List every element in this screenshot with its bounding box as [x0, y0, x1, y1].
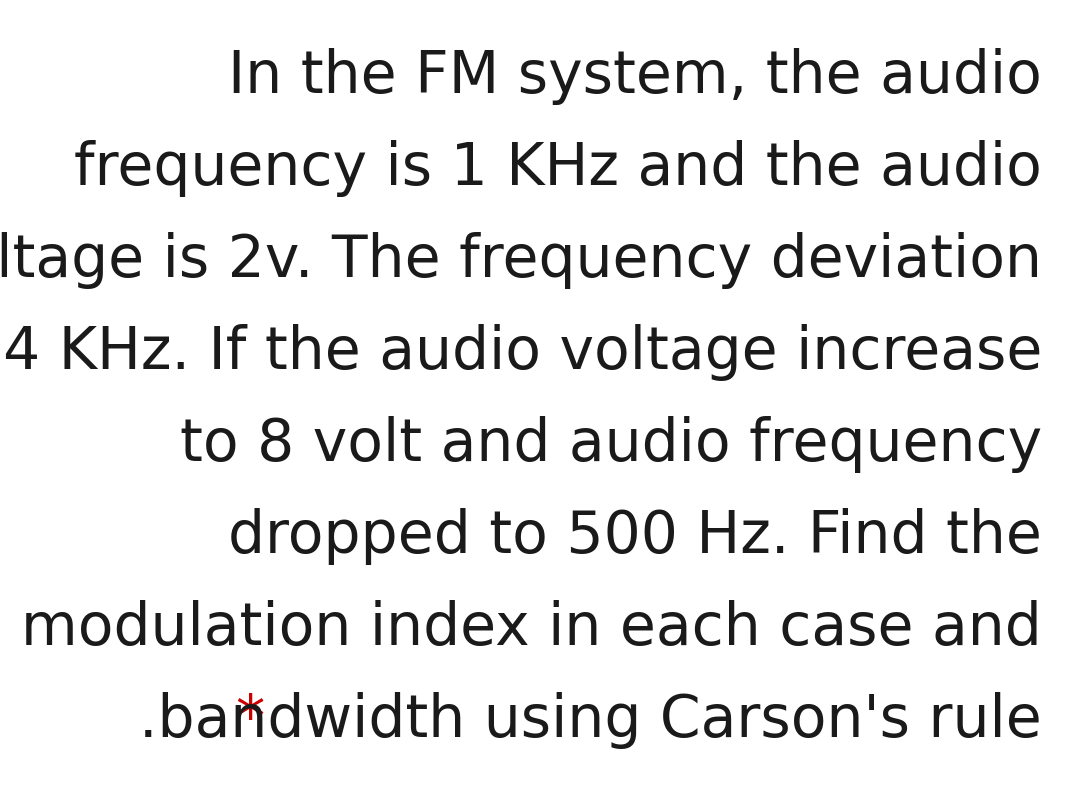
Text: to 8 volt and audio frequency: to 8 volt and audio frequency [180, 416, 1042, 473]
Text: voltage is 2v. The frequency deviation: voltage is 2v. The frequency deviation [0, 231, 1042, 289]
Text: is 4 KHz. If the audio voltage increase: is 4 KHz. If the audio voltage increase [0, 324, 1042, 381]
Text: .bandwidth using Carson's rule: .bandwidth using Carson's rule [139, 692, 1042, 750]
Text: *: * [235, 692, 265, 750]
Text: dropped to 500 Hz. Find the: dropped to 500 Hz. Find the [228, 508, 1042, 566]
Text: modulation index in each case and: modulation index in each case and [22, 600, 1042, 658]
Text: In the FM system, the audio: In the FM system, the audio [228, 47, 1042, 105]
Text: frequency is 1 KHz and the audio: frequency is 1 KHz and the audio [75, 139, 1042, 197]
